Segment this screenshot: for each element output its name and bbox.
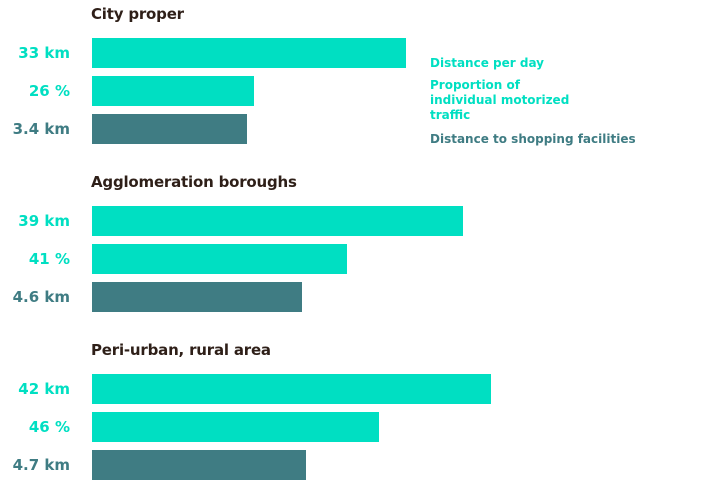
bar — [92, 412, 379, 442]
bar-value-label: 42 km — [18, 380, 70, 398]
bar — [92, 282, 302, 312]
group-title: City proper — [91, 5, 184, 23]
bar — [92, 244, 347, 274]
bar — [92, 206, 463, 236]
bar-value-label: 4.7 km — [12, 456, 70, 474]
bar-value-label: 26 % — [28, 82, 70, 100]
bar — [92, 76, 254, 106]
group-title: Agglomeration boroughs — [91, 173, 297, 191]
bar-value-label: 3.4 km — [12, 120, 70, 138]
bar — [92, 38, 406, 68]
bar — [92, 114, 247, 144]
bar-value-label: 33 km — [18, 44, 70, 62]
group-title: Peri-urban, rural area — [91, 341, 271, 359]
legend-item: Distance per day — [430, 56, 544, 70]
bar-value-label: 39 km — [18, 212, 70, 230]
bar — [92, 374, 491, 404]
bar-value-label: 41 % — [28, 250, 70, 268]
legend-item: Proportion of individual motorized traff… — [430, 78, 570, 122]
bar — [92, 450, 306, 480]
bar-value-label: 46 % — [28, 418, 70, 436]
bar-value-label: 4.6 km — [12, 288, 70, 306]
legend-item: Distance to shopping facilities — [430, 132, 636, 146]
